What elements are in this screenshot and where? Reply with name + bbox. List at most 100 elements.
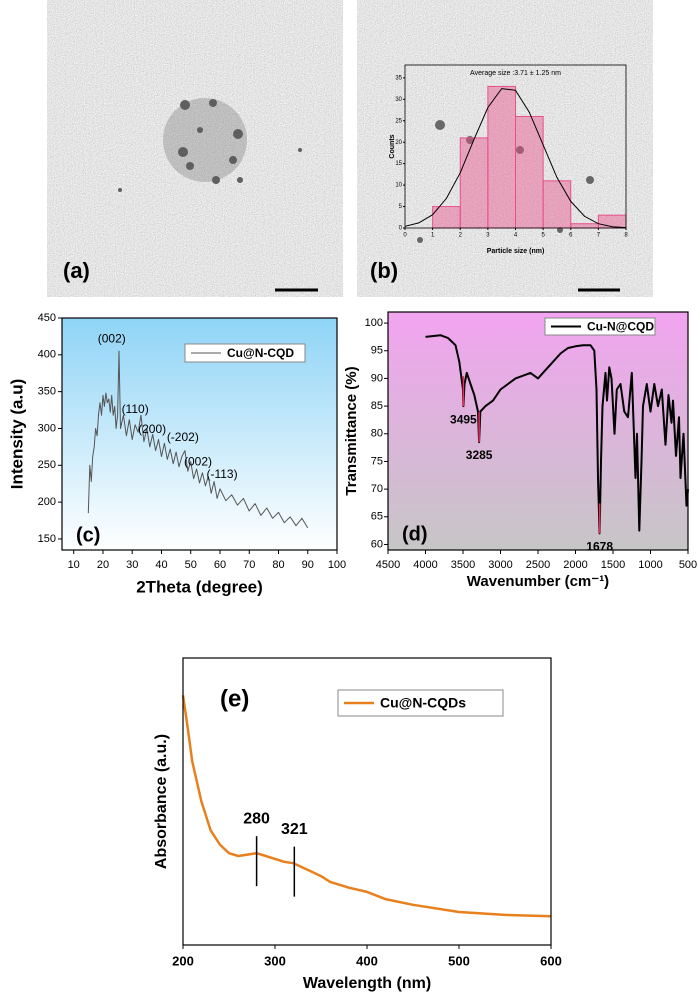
y-tick-label: 15 xyxy=(395,161,402,167)
panel-label: (a) xyxy=(63,258,90,283)
x-tick-label: 60 xyxy=(214,559,226,571)
x-tick-label: 4 xyxy=(514,233,518,239)
y-tick-label: 65 xyxy=(371,511,383,523)
x-tick-label: 2500 xyxy=(526,559,550,571)
y-tick-label: 5 xyxy=(399,204,403,210)
bar xyxy=(597,214,627,229)
y-axis-label: Absorbance (a.u.) xyxy=(153,734,170,869)
y-tick-label: 75 xyxy=(371,455,383,467)
peak-label: (-202) xyxy=(167,430,199,444)
x-tick-label: 1000 xyxy=(638,559,662,571)
peak-label: 280 xyxy=(243,810,270,827)
y-tick-label: 300 xyxy=(38,422,56,434)
bar xyxy=(570,223,599,229)
x-axis-label: Particle size (nm) xyxy=(487,248,545,255)
panel-label: (e) xyxy=(220,685,249,712)
y-tick-label: 450 xyxy=(38,312,56,324)
x-tick-label: 8 xyxy=(624,233,628,239)
y-tick-label: 250 xyxy=(38,459,56,471)
x-tick-label: 1 xyxy=(431,233,435,239)
y-tick-label: 0 xyxy=(399,226,403,232)
x-tick-label: 4500 xyxy=(376,559,400,571)
x-tick-label: 90 xyxy=(302,559,314,571)
bar xyxy=(459,137,489,229)
x-tick-label: 7 xyxy=(597,233,601,239)
x-tick-label: 3000 xyxy=(488,559,512,571)
x-tick-label: 400 xyxy=(356,953,378,968)
data-line xyxy=(425,334,689,535)
y-axis-label: Intensity (a.u) xyxy=(7,379,26,490)
y-tick-label: 95 xyxy=(371,345,383,357)
x-axis-label: 2Theta (degree) xyxy=(136,577,263,596)
legend-label: Cu@N-CQD xyxy=(227,346,294,360)
x-tick-label: 30 xyxy=(126,559,138,571)
peak-label: 1678 xyxy=(586,540,613,554)
x-tick-label: 5 xyxy=(541,233,545,239)
y-axis-label: Transmittance (%) xyxy=(343,366,360,495)
peak-label: (110) xyxy=(122,402,149,416)
x-tick-label: 600 xyxy=(540,953,562,968)
x-tick-label: 40 xyxy=(155,559,167,571)
scale-bar-label: 20 nm xyxy=(326,287,340,293)
bar xyxy=(487,85,516,229)
x-tick-label: 2 xyxy=(459,233,463,239)
fit-curve xyxy=(404,88,627,229)
scale-bar-label: 20 nm xyxy=(628,287,642,293)
y-tick-label: 90 xyxy=(371,372,383,384)
x-tick-label: 0 xyxy=(403,233,407,239)
y-tick-label: 10 xyxy=(395,183,402,189)
chart-title: Average size :3.71 ± 1.25 nm xyxy=(470,70,561,77)
x-tick-label: 4000 xyxy=(413,559,437,571)
y-tick-label: 200 xyxy=(38,496,56,508)
bar xyxy=(542,180,572,229)
y-tick-label: 25 xyxy=(395,118,402,124)
x-tick-label: 1500 xyxy=(601,559,625,571)
legend-box xyxy=(544,317,656,336)
x-tick-label: 10 xyxy=(68,559,80,571)
y-tick-label: 35 xyxy=(395,75,402,81)
data-line xyxy=(181,695,552,918)
x-tick-label: 70 xyxy=(243,559,255,571)
y-axis-label: Counts xyxy=(389,134,396,158)
x-tick-label: 200 xyxy=(172,953,194,968)
x-tick-label: 6 xyxy=(569,233,573,239)
peak-label: 3285 xyxy=(466,448,493,462)
x-tick-label: 50 xyxy=(185,559,197,571)
y-tick-label: 70 xyxy=(371,483,383,495)
x-tick-label: 3 xyxy=(486,233,490,239)
y-tick-label: 400 xyxy=(38,349,56,361)
x-tick-label: 500 xyxy=(448,953,470,968)
peak-label: (002) xyxy=(98,332,126,346)
panel-label: (c) xyxy=(76,524,100,546)
y-tick-label: 80 xyxy=(371,428,383,440)
tem-image-b: 20 nm (b) xyxy=(357,0,653,297)
panel-label: (d) xyxy=(402,523,428,545)
y-tick-label: 60 xyxy=(371,538,383,550)
peak-label: 3495 xyxy=(450,412,477,426)
legend-label: Cu@N-CQDs xyxy=(380,695,466,711)
x-tick-label: 100 xyxy=(328,559,346,571)
peak-label: 321 xyxy=(281,821,308,838)
y-tick-label: 20 xyxy=(395,140,402,146)
x-tick-label: 3500 xyxy=(451,559,475,571)
data-line xyxy=(87,350,309,529)
y-tick-label: 85 xyxy=(371,400,383,412)
x-tick-label: 300 xyxy=(264,953,286,968)
x-tick-label: 2000 xyxy=(563,559,587,571)
x-axis-label: Wavelength (nm) xyxy=(303,975,431,992)
x-tick-label: 500 xyxy=(679,559,697,571)
y-tick-label: 30 xyxy=(395,97,402,103)
legend-box xyxy=(184,343,306,363)
peak-label: (200) xyxy=(138,422,166,436)
x-tick-label: 80 xyxy=(272,559,284,571)
y-tick-label: 150 xyxy=(38,533,56,545)
bar xyxy=(515,115,544,229)
panel-label: (b) xyxy=(370,258,398,283)
y-tick-label: 350 xyxy=(38,386,56,398)
tem-image-a: 20 nm (a) xyxy=(47,0,343,297)
y-tick-label: 100 xyxy=(365,317,383,329)
peak-label: (-113) xyxy=(206,467,237,481)
plot-frame xyxy=(61,317,338,551)
peak-label: (002) xyxy=(184,455,212,469)
